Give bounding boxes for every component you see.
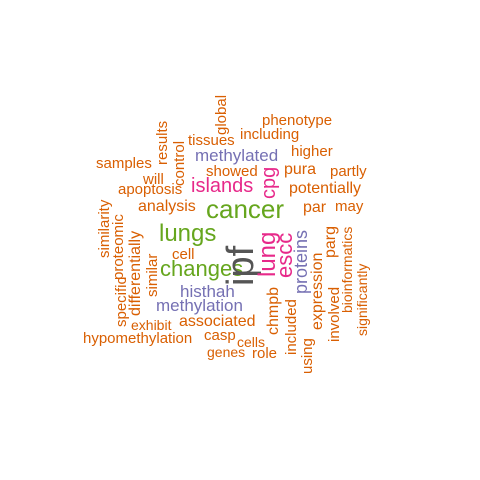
word-global: global: [213, 94, 230, 135]
word-higher: higher: [291, 143, 333, 160]
word-phenotype: phenotype: [262, 112, 333, 129]
word-cpg: cpg: [258, 166, 280, 199]
word-exhibit: exhibit: [131, 317, 172, 333]
word-using: using: [299, 338, 316, 374]
word-apoptosis: apoptosis: [118, 181, 183, 198]
word-casp: casp: [204, 327, 236, 344]
word-differentially: differentially: [127, 230, 144, 316]
word-role: role: [252, 345, 278, 362]
word-including: including: [240, 126, 300, 143]
word-partly: partly: [330, 163, 367, 180]
word-chmpb: chmpb: [265, 286, 282, 335]
word-associated: associated: [179, 313, 256, 330]
word-islands: islands: [191, 175, 254, 197]
word-results: results: [154, 120, 171, 165]
word-tissues: tissues: [188, 132, 235, 149]
word-will: will: [143, 171, 164, 188]
word-expression: expression: [309, 252, 326, 330]
word-may: may: [335, 198, 364, 215]
word-genes: genes: [207, 344, 246, 360]
word-cell: cell: [172, 246, 195, 263]
word-proteomic: proteomic: [110, 214, 127, 280]
word-showed: showed: [206, 163, 258, 180]
word-pura: pura: [284, 161, 317, 178]
word-involved: involved: [326, 286, 343, 342]
word-analysis: analysis: [138, 198, 196, 215]
word-included: included: [283, 299, 300, 355]
word-specific: specific: [113, 276, 130, 327]
word-par: par: [303, 199, 327, 216]
word-changes: changes: [160, 256, 244, 281]
word-control: control: [171, 140, 188, 186]
word-samples: samples: [96, 155, 152, 172]
word-methylation: methylation: [156, 296, 243, 315]
word-cancer: cancer: [206, 194, 285, 224]
word-methylated: methylated: [195, 146, 279, 165]
word-proteins: proteins: [291, 229, 311, 294]
word-hypomethylation: hypomethylation: [83, 330, 193, 347]
word-similar: similar: [144, 253, 161, 297]
word-lungs: lungs: [159, 220, 217, 247]
word-potentially: potentially: [289, 180, 362, 197]
word-cells: cells: [237, 334, 266, 350]
word-significantly: significantly: [354, 263, 370, 336]
word-histhah: histhah: [180, 282, 235, 301]
